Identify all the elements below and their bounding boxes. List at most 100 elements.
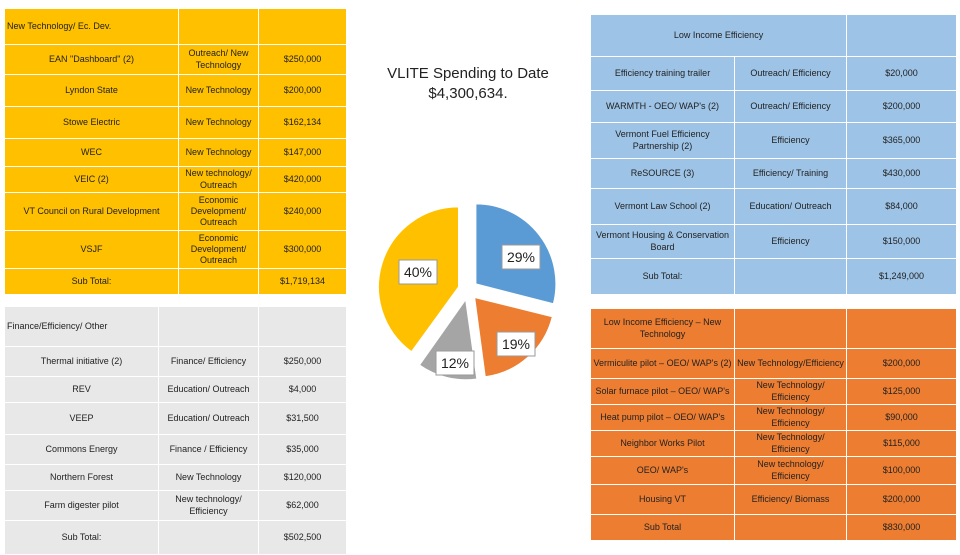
category-cell: Education/ Outreach [158,402,259,435]
grantee-cell: WARMTH - OEO/ WAP's (2) [590,90,735,123]
table-row: OEO/ WAP's New technology/ Efficiency $1… [590,456,957,485]
amount-cell: $100,000 [846,456,957,485]
grantee-cell: Vermiculite pilot – OEO/ WAP's (2) [590,348,735,379]
header-blank [734,308,847,349]
amount-cell: $115,000 [846,430,957,457]
amount-cell: $147,000 [258,138,347,167]
category-cell: New Technology/ Efficiency [734,378,847,405]
low-income-new-tech-table: Low Income Efficiency – New Technology V… [590,308,957,541]
grantee-cell: Housing VT [590,484,735,515]
grantee-cell: Farm digester pilot [4,490,159,521]
subtotal-row: Sub Total: $1,249,000 [590,258,958,295]
grantee-cell: VSJF [4,230,179,269]
table-row: Vermont Law School (2) Education/ Outrea… [590,188,958,225]
table-row: Vermont Housing & Conservation Board Eff… [590,224,958,259]
grantee-cell: Stowe Electric [4,106,179,139]
header-blank [846,14,958,57]
slice-low-income-nt [474,296,553,378]
low-income-header: Low Income Efficiency [589,14,848,57]
grantee-cell: VEIC (2) [4,166,179,193]
category-cell: New Technology [178,138,259,167]
low-income-table: Low Income Efficiency Efficiency trainin… [589,14,958,295]
table-row: Solar furnace pilot – OEO/ WAP's New Tec… [590,378,957,405]
grantee-cell: Lyndon State [4,74,179,107]
amount-cell: $300,000 [258,230,347,269]
amount-cell: $250,000 [258,346,347,377]
table-row: WEC New Technology $147,000 [4,138,347,167]
table-row: Farm digester pilot New technology/ Effi… [4,490,347,521]
header-blank [178,8,259,45]
table-row: VT Council on Rural Development Economic… [4,192,347,231]
table-row: Stowe Electric New Technology $162,134 [4,106,347,139]
amount-cell: $120,000 [258,464,347,491]
table-row: Neighbor Works Pilot New Technology/ Eff… [590,430,957,457]
category-cell: New Technology [158,464,259,491]
table-row: Housing VT Efficiency/ Biomass $200,000 [590,484,957,515]
pie-label-new-tech: 40% [398,259,438,285]
finance-header: Finance/Efficiency/ Other [4,306,159,347]
subtotal-value: $1,719,134 [258,268,347,295]
category-cell: Finance/ Efficiency [158,346,259,377]
category-cell: Outreach/ New Technology [178,44,259,75]
header-blank [846,308,957,349]
pie-label-text: 19% [502,336,530,352]
grantee-cell: ReSOURCE (3) [590,158,735,189]
new-tech-table: New Technology/ Ec. Dev. EAN "Dashboard"… [4,8,347,295]
grantee-cell: VEEP [4,402,159,435]
table-row: Heat pump pilot – OEO/ WAP's New Technol… [590,404,957,431]
chart-title-line2: $4,300,634. [428,84,508,102]
pie-label-box [435,350,475,376]
amount-cell: $162,134 [258,106,347,139]
table-row: WARMTH - OEO/ WAP's (2) Outreach/ Effici… [590,90,958,123]
amount-cell: $150,000 [846,224,958,259]
low-income-nt-header: Low Income Efficiency – New Technology [590,308,735,349]
table-row: Commons Energy Finance / Efficiency $35,… [4,434,347,465]
amount-cell: $125,000 [846,378,957,405]
subtotal-row: Sub Total $830,000 [590,514,957,541]
grantee-cell: Vermont Housing & Conservation Board [590,224,735,259]
amount-cell: $420,000 [258,166,347,193]
amount-cell: $200,000 [846,348,957,379]
subtotal-row: Sub Total: $1,719,134 [4,268,347,295]
pie-label-box [398,259,438,285]
amount-cell: $4,000 [258,376,347,403]
slice-new-tech [377,206,459,353]
table-row: VSJF Economic Development/ Outreach $300… [4,230,347,269]
grantee-cell: REV [4,376,159,403]
subtotal-label: Sub Total: [4,268,179,295]
amount-cell: $84,000 [846,188,958,225]
pie-label-text: 40% [404,264,432,280]
category-cell: Outreach/ Efficiency [733,56,848,91]
subtotal-blank [158,520,259,555]
category-cell: New technology/ Efficiency [734,456,847,485]
grantee-cell: Solar furnace pilot – OEO/ WAP's [590,378,735,405]
slice-low-income [475,203,557,305]
category-cell: Economic Development/ Outreach [178,192,259,231]
table-row: Vermiculite pilot – OEO/ WAP's (2) New T… [590,348,957,379]
subtotal-label: Sub Total: [590,258,735,295]
table-row: REV Education/ Outreach $4,000 [4,376,347,403]
table-row: Thermal initiative (2) Finance/ Efficien… [4,346,347,377]
grantee-cell: Neighbor Works Pilot [590,430,735,457]
amount-cell: $200,000 [846,90,958,123]
subtotal-blank [734,514,847,541]
amount-cell: $35,000 [258,434,347,465]
chart-title-line1: VLITE Spending to Date [387,65,549,82]
category-cell: New Technology [178,74,259,107]
grantee-cell: WEC [4,138,179,167]
table-row: VEIC (2) New technology/ Outreach $420,0… [4,166,347,193]
category-cell: New Technology/ Efficiency [734,430,847,457]
amount-cell: $250,000 [258,44,347,75]
category-cell: New Technology/ Efficiency [734,404,847,431]
category-cell: New technology/ Efficiency [158,490,259,521]
category-cell: Efficiency [733,122,848,159]
grantee-cell: Heat pump pilot – OEO/ WAP's [590,404,735,431]
category-cell: Education/ Outreach [158,376,259,403]
chart-title: VLITE Spending to Date $4,300,634. [368,64,568,103]
category-cell: New technology/ Outreach [178,166,259,193]
pie-label-finance: 12% [435,350,475,376]
grantee-cell: Commons Energy [4,434,159,465]
pie-label-low-income: 29% [501,244,541,270]
category-cell: Economic Development/ Outreach [178,230,259,269]
amount-cell: $430,000 [846,158,958,189]
